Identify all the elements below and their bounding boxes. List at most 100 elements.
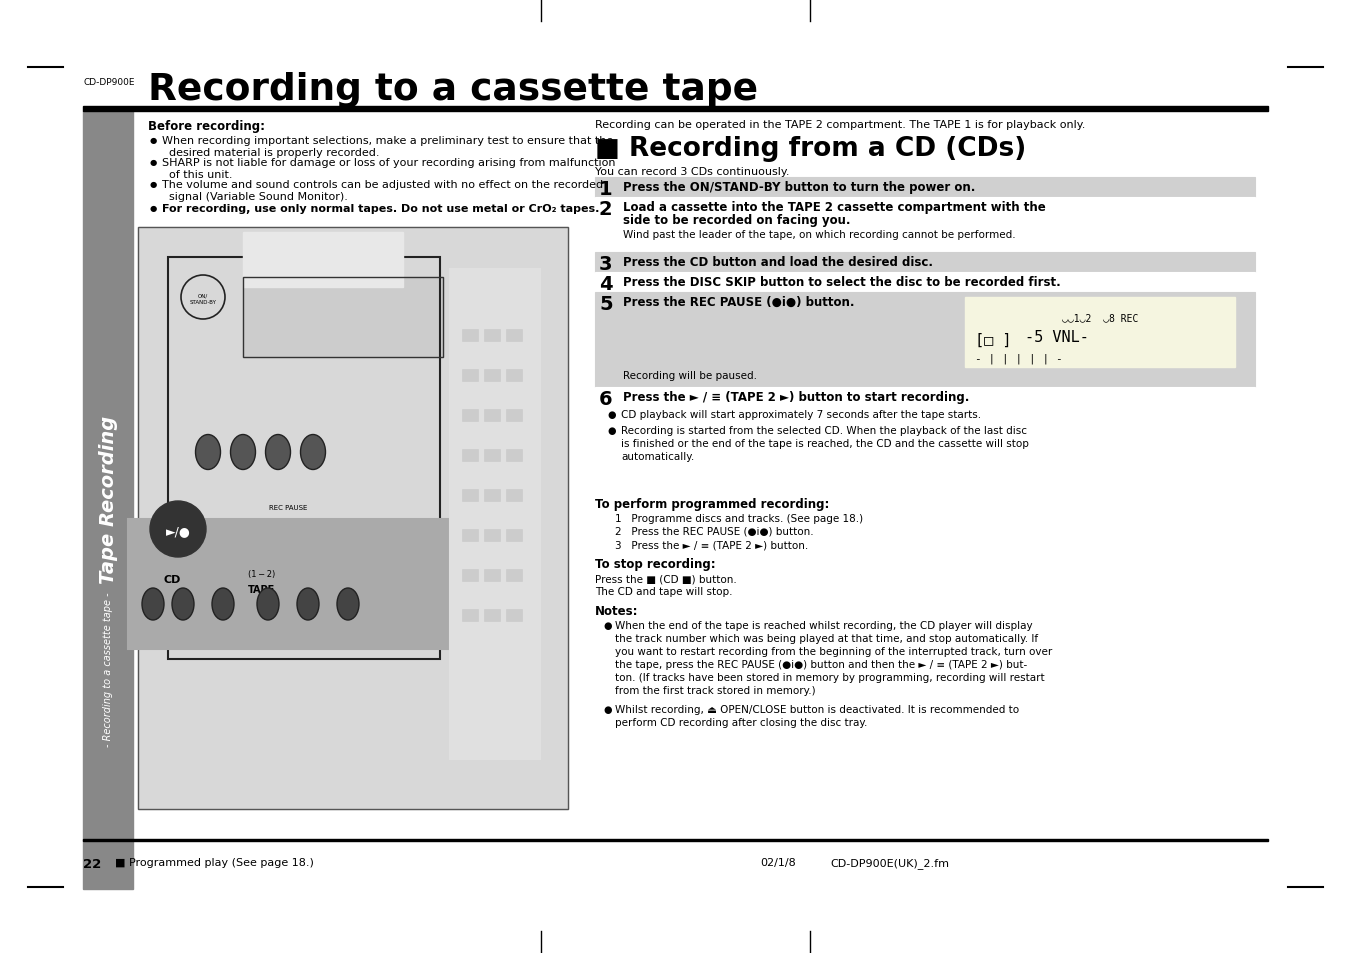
Text: ON/
STAND-BY: ON/ STAND-BY: [189, 294, 216, 304]
Text: automatically.: automatically.: [621, 452, 694, 461]
Bar: [507, 490, 521, 501]
Text: 2: 2: [598, 200, 612, 219]
Ellipse shape: [300, 435, 326, 470]
Text: CD: CD: [163, 575, 181, 584]
Text: You can record 3 CDs continuously.: You can record 3 CDs continuously.: [594, 167, 789, 177]
Bar: [462, 410, 478, 421]
Text: Press the DISC SKIP button to select the disc to be recorded first.: Press the DISC SKIP button to select the…: [623, 275, 1061, 289]
Text: Press the CD button and load the desired disc.: Press the CD button and load the desired…: [623, 255, 934, 269]
Bar: [462, 530, 478, 541]
Ellipse shape: [297, 588, 319, 620]
Bar: [484, 609, 500, 621]
Text: Recording to a cassette tape: Recording to a cassette tape: [149, 71, 758, 108]
Text: is finished or the end of the tape is reached, the CD and the cassette will stop: is finished or the end of the tape is re…: [621, 438, 1029, 449]
Text: ●: ●: [150, 136, 157, 145]
Ellipse shape: [231, 435, 255, 470]
Text: Notes:: Notes:: [594, 604, 639, 618]
Bar: [484, 530, 500, 541]
Text: CD-DP900E: CD-DP900E: [82, 78, 135, 87]
Text: ton. (If tracks have been stored in memory by programming, recording will restar: ton. (If tracks have been stored in memo…: [615, 672, 1044, 682]
Bar: [168, 257, 440, 659]
Bar: [128, 519, 480, 649]
Bar: [507, 410, 521, 421]
Bar: [82, 112, 132, 889]
Bar: [507, 330, 521, 341]
Text: -5 VNL-: -5 VNL-: [1025, 330, 1089, 345]
Text: [□ ]: [□ ]: [975, 333, 1012, 348]
Text: 2   Press the REC PAUSE (●i●) button.: 2 Press the REC PAUSE (●i●) button.: [615, 526, 813, 537]
Text: To perform programmed recording:: To perform programmed recording:: [594, 497, 830, 511]
Bar: [507, 530, 521, 541]
Text: (1 ─ 2): (1 ─ 2): [249, 570, 276, 578]
Bar: [484, 370, 500, 381]
Bar: [484, 410, 500, 421]
Text: 3: 3: [598, 254, 612, 274]
Text: Whilst recording, ⏏ OPEN/CLOSE button is deactivated. It is recommended to: Whilst recording, ⏏ OPEN/CLOSE button is…: [615, 704, 1019, 714]
Bar: [507, 609, 521, 621]
Bar: [243, 277, 443, 357]
Text: 02/1/8: 02/1/8: [761, 857, 796, 867]
Text: perform CD recording after closing the disc tray.: perform CD recording after closing the d…: [615, 718, 867, 727]
Ellipse shape: [172, 588, 195, 620]
Text: 1   Programme discs and tracks. (See page 18.): 1 Programme discs and tracks. (See page …: [615, 514, 863, 523]
Text: Press the ■ (CD ■) button.: Press the ■ (CD ■) button.: [594, 574, 736, 583]
Bar: [594, 293, 1255, 388]
Bar: [82, 840, 1269, 841]
Bar: [450, 270, 540, 760]
Text: - Recording to a cassette tape -: - Recording to a cassette tape -: [103, 592, 113, 746]
Text: ●: ●: [150, 204, 157, 213]
Text: ■ Programmed play (See page 18.): ■ Programmed play (See page 18.): [115, 857, 313, 867]
Bar: [138, 228, 567, 809]
Bar: [507, 450, 521, 461]
Text: the track number which was being played at that time, and stop automatically. If: the track number which was being played …: [615, 634, 1038, 643]
Text: Wind past the leader of the tape, on which recording cannot be performed.: Wind past the leader of the tape, on whi…: [623, 230, 1016, 240]
Text: Tape Recording: Tape Recording: [99, 416, 118, 583]
Text: ■ Recording from a CD (CDs): ■ Recording from a CD (CDs): [594, 136, 1027, 162]
Text: 6: 6: [598, 390, 612, 409]
Ellipse shape: [212, 588, 234, 620]
Text: ◡◡1◡2  ◡8 REC: ◡◡1◡2 ◡8 REC: [1062, 313, 1138, 323]
Bar: [243, 233, 403, 288]
Ellipse shape: [142, 588, 163, 620]
Text: When recording important selections, make a preliminary test to ensure that the
: When recording important selections, mak…: [162, 136, 613, 157]
Ellipse shape: [336, 588, 359, 620]
Bar: [484, 450, 500, 461]
Text: ●: ●: [603, 620, 612, 630]
Text: - | | | | | -: - | | | | | -: [975, 353, 1063, 363]
Ellipse shape: [266, 435, 290, 470]
Bar: [594, 198, 1255, 253]
Text: Recording will be paused.: Recording will be paused.: [623, 371, 757, 380]
Text: ●: ●: [150, 158, 157, 167]
Bar: [462, 490, 478, 501]
Text: Load a cassette into the TAPE 2 cassette compartment with the: Load a cassette into the TAPE 2 cassette…: [623, 201, 1046, 213]
Text: ●: ●: [150, 180, 157, 189]
Text: 22: 22: [82, 857, 101, 870]
Bar: [82, 107, 1269, 112]
Bar: [462, 609, 478, 621]
Bar: [484, 569, 500, 581]
Text: you want to restart recording from the beginning of the interrupted track, turn : you want to restart recording from the b…: [615, 646, 1052, 657]
Circle shape: [150, 501, 205, 558]
Text: 4: 4: [598, 274, 612, 294]
Bar: [462, 569, 478, 581]
Text: ●: ●: [603, 704, 612, 714]
Text: CD-DP900E(UK)_2.fm: CD-DP900E(UK)_2.fm: [830, 857, 948, 868]
Bar: [594, 253, 1255, 273]
Text: The CD and tape will stop.: The CD and tape will stop.: [594, 586, 732, 597]
Text: 1: 1: [598, 180, 612, 199]
Ellipse shape: [257, 588, 280, 620]
Text: side to be recorded on facing you.: side to be recorded on facing you.: [623, 213, 851, 227]
Text: 3   Press the ► / ≡ (TAPE 2 ►) button.: 3 Press the ► / ≡ (TAPE 2 ►) button.: [615, 539, 808, 550]
Text: 5: 5: [598, 294, 612, 314]
Bar: [594, 273, 1255, 293]
Text: REC PAUSE: REC PAUSE: [269, 504, 307, 511]
Bar: [507, 569, 521, 581]
Bar: [594, 388, 1255, 488]
Text: ►/●: ►/●: [166, 525, 190, 537]
Bar: [507, 370, 521, 381]
Text: SHARP is not liable for damage or loss of your recording arising from malfunctio: SHARP is not liable for damage or loss o…: [162, 158, 616, 179]
Bar: [462, 370, 478, 381]
Bar: [138, 228, 567, 809]
Text: ●: ●: [607, 410, 616, 419]
Text: Before recording:: Before recording:: [149, 120, 265, 132]
